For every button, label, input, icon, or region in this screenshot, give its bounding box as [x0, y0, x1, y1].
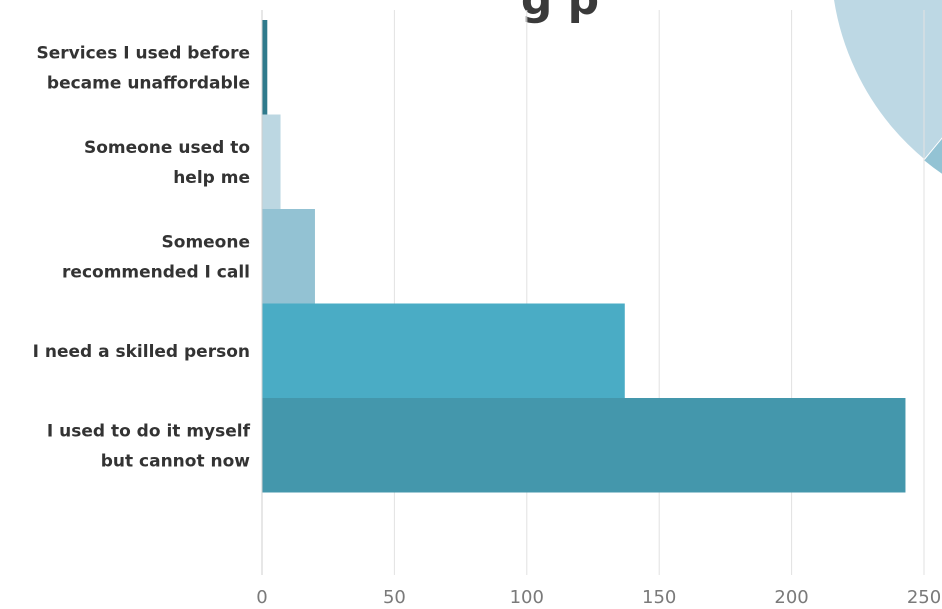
bar [262, 20, 268, 115]
category-label: Services I used before became unaffordabl… [37, 43, 250, 93]
x-tick-label: 0 [256, 587, 267, 608]
x-axis-ticks: 0 50 100 150 200 250 [256, 587, 941, 608]
x-tick-label: 100 [510, 587, 544, 608]
category-label: Someone used to help me [84, 138, 250, 188]
bar [262, 114, 281, 209]
category-label: I need a skilled person [33, 342, 250, 362]
category-labels: Services I used before became unaffordabl… [33, 43, 251, 471]
bar [262, 303, 625, 398]
category-label-line: I need a skilled person [33, 342, 250, 362]
category-label-line: became unaffordable [47, 73, 250, 93]
category-label-line: I used to do it myself [47, 421, 251, 441]
bars [262, 20, 906, 493]
bar [262, 209, 315, 304]
x-tick-label: 50 [383, 587, 406, 608]
bar [262, 398, 906, 493]
partial-pie-slice [832, 0, 942, 174]
category-label-line: recommended I call [62, 262, 250, 282]
category-label: I used to do it myself but cannot now [47, 421, 251, 471]
category-label-line: Someone used to [84, 138, 250, 158]
category-label-line: Someone [162, 232, 250, 252]
category-label-line: Services I used before [37, 43, 250, 63]
pie-slice-light [832, 0, 942, 162]
category-label-line: help me [173, 168, 250, 188]
x-tick-label: 250 [907, 587, 941, 608]
x-tick-label: 150 [642, 587, 676, 608]
category-label: Someone recommended I call [62, 232, 250, 282]
x-tick-label: 200 [774, 587, 808, 608]
chart-title-fragment: g p [521, 0, 599, 25]
category-label-line: but cannot now [101, 451, 251, 471]
pie-slice-dark [924, 138, 942, 174]
